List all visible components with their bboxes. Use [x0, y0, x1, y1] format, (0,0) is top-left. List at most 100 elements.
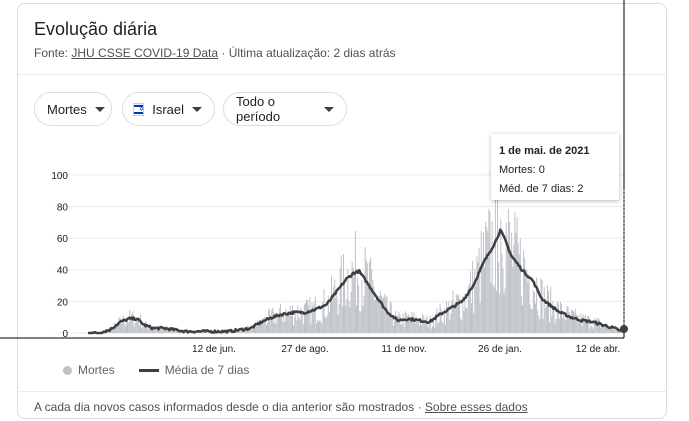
deaths-bar	[422, 313, 424, 333]
deaths-bar	[331, 275, 333, 333]
deaths-bar	[149, 328, 151, 333]
source-link[interactable]: JHU CSSE COVID-19 Data	[71, 46, 219, 60]
deaths-bar	[291, 305, 293, 333]
deaths-bar	[278, 308, 280, 333]
deaths-bar	[379, 291, 381, 333]
deaths-bar	[367, 286, 369, 333]
deaths-bar	[549, 322, 551, 333]
deaths-bar	[167, 329, 169, 333]
country-dropdown[interactable]: ✡ Israel	[122, 92, 215, 126]
deaths-bar	[462, 295, 464, 333]
deaths-bar	[437, 323, 439, 333]
deaths-bar	[332, 300, 334, 333]
deaths-bar	[136, 318, 138, 333]
deaths-bar	[364, 247, 366, 333]
x-tick-label: 12 de jun.	[192, 344, 236, 355]
deaths-bar	[602, 325, 604, 333]
deaths-bar	[428, 324, 430, 333]
deaths-bar	[484, 267, 486, 333]
y-axis-labels: 0 20 40 60 80 100	[51, 171, 68, 340]
deaths-bar	[254, 327, 255, 333]
deaths-bar	[378, 295, 380, 333]
deaths-bar	[326, 315, 328, 333]
deaths-bar	[491, 221, 493, 333]
deaths-bar	[294, 317, 296, 333]
deaths-bar	[338, 304, 340, 333]
about-data-link[interactable]: Sobre esses dados	[424, 400, 528, 414]
deaths-bar	[169, 330, 171, 333]
period-dropdown[interactable]: Todo o período	[223, 92, 347, 126]
deaths-bar	[409, 317, 411, 333]
x-tick-label: 26 de jan.	[478, 344, 522, 355]
hover-tooltip: 1 de mai. de 2021 Mortes: 0 Méd. de 7 di…	[491, 134, 619, 200]
deaths-bar	[550, 286, 552, 333]
x-tick-label: 12 de abr.	[576, 344, 620, 355]
deaths-bar	[132, 311, 134, 333]
deaths-bar	[357, 277, 359, 333]
deaths-bar	[154, 327, 156, 333]
deaths-bars	[99, 173, 624, 333]
deaths-bar	[508, 222, 510, 333]
deaths-bar	[482, 232, 484, 333]
deaths-bar	[486, 226, 488, 333]
deaths-bar	[561, 303, 563, 333]
deaths-bar	[495, 290, 497, 333]
chevron-down-icon	[94, 106, 105, 112]
deaths-bar	[173, 330, 175, 333]
deaths-bar	[516, 216, 518, 333]
metric-dropdown[interactable]: Mortes	[34, 92, 112, 126]
deaths-bar	[260, 320, 262, 333]
deaths-bar	[230, 331, 232, 333]
deaths-bar	[106, 332, 108, 333]
deaths-bar	[430, 328, 432, 333]
deaths-bar	[540, 278, 542, 333]
metric-dropdown-label: Mortes	[47, 101, 87, 117]
deaths-bar	[376, 295, 378, 333]
deaths-bar	[380, 295, 382, 333]
deaths-bar	[416, 320, 418, 333]
deaths-bar	[181, 331, 183, 333]
deaths-bar	[198, 332, 200, 333]
deaths-bar	[150, 328, 152, 333]
deaths-bar	[433, 321, 435, 333]
deaths-bar	[115, 323, 117, 333]
deaths-bar	[284, 322, 286, 333]
deaths-bar	[609, 328, 611, 333]
deaths-bar	[356, 305, 357, 333]
deaths-bar	[258, 322, 260, 333]
deaths-bar	[463, 311, 465, 333]
deaths-bar	[307, 299, 309, 333]
deaths-bar	[385, 297, 387, 333]
y-tick-label: 20	[57, 297, 69, 308]
deaths-bar	[606, 325, 608, 333]
deaths-bar	[141, 328, 143, 333]
deaths-bar	[289, 305, 291, 333]
deaths-bar	[138, 325, 140, 333]
deaths-bar	[530, 309, 532, 333]
deaths-bar	[466, 308, 468, 333]
deaths-bar	[454, 301, 456, 333]
deaths-bar	[526, 269, 528, 333]
israel-flag-icon: ✡	[133, 102, 145, 116]
tooltip-deaths: Mortes: 0	[499, 164, 545, 176]
deaths-bar	[377, 297, 379, 333]
deaths-bar	[267, 322, 269, 333]
deaths-bar	[557, 302, 559, 333]
deaths-bar	[408, 314, 410, 333]
deaths-bar	[350, 291, 352, 333]
deaths-bar	[160, 327, 162, 333]
deaths-bar	[250, 329, 252, 333]
deaths-bar	[418, 325, 420, 333]
deaths-bar	[412, 317, 414, 333]
deaths-bar	[303, 304, 305, 333]
deaths-bar	[336, 295, 338, 333]
deaths-bar	[498, 262, 500, 333]
deaths-bar	[533, 292, 535, 333]
deaths-bar	[373, 286, 375, 333]
deaths-bar	[523, 250, 525, 333]
deaths-bar	[469, 271, 471, 333]
deaths-bar	[119, 316, 121, 333]
deaths-bar	[520, 295, 522, 333]
deaths-bar	[528, 275, 530, 333]
